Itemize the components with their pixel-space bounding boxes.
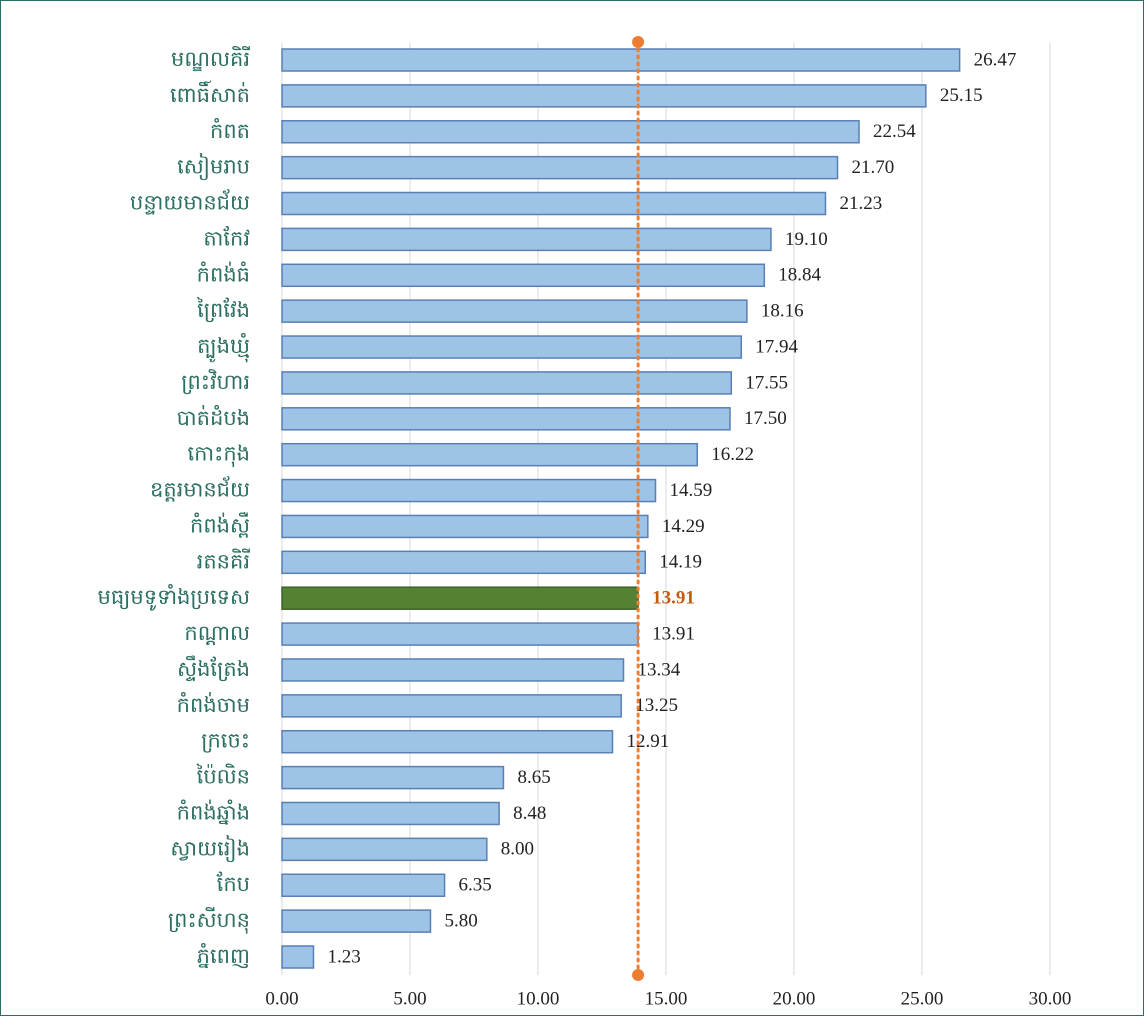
bar — [281, 622, 639, 646]
reference-marker — [632, 36, 645, 48]
category-label: ភ្នំពេញ — [197, 943, 250, 969]
bar — [281, 155, 839, 180]
category-label: កោះកុង — [187, 442, 250, 468]
bar — [281, 837, 488, 862]
value-label: 14.19 — [659, 552, 702, 573]
value-label: 13.91 — [652, 588, 695, 609]
bar — [281, 263, 766, 288]
category-label: ក្រចេះ — [201, 729, 250, 754]
category-label: រតនគិរី — [197, 548, 250, 573]
reference-marker — [632, 969, 645, 981]
value-label: 22.54 — [873, 121, 916, 142]
value-label: 21.23 — [839, 193, 882, 214]
value-label: 5.80 — [444, 910, 477, 931]
bar — [281, 227, 772, 252]
category-label: សៀមរាប — [177, 153, 250, 181]
category-label: បាត់ដំបង — [177, 405, 250, 430]
x-tick-label: 20.00 — [773, 988, 816, 1009]
category-label: ព្រៃវែង — [196, 297, 250, 323]
bar — [281, 335, 743, 359]
value-label: 25.15 — [940, 85, 983, 106]
category-label: មធ្យមទូទាំងប្រទេស — [98, 584, 250, 611]
bar — [281, 909, 432, 933]
category-label: ត្បូងឃ្មុំ — [197, 333, 250, 363]
value-label: 14.29 — [662, 516, 705, 537]
value-label: 1.23 — [327, 946, 360, 967]
category-label: ព្រះសីហនុ — [168, 907, 250, 934]
value-label: 12.91 — [626, 731, 669, 752]
bar — [281, 945, 315, 969]
category-label: កំពង់ឆ្នាំង — [177, 799, 250, 825]
category-label: ស្វាយរៀង — [170, 834, 250, 862]
value-label: 8.00 — [501, 839, 534, 860]
category-label: កំពត — [210, 118, 250, 143]
bar — [281, 765, 505, 790]
category-label: ប៉ៃលិន — [196, 764, 250, 789]
category-label: កំពង់ស្ពឺ — [190, 511, 250, 538]
category-label: តាកែវ — [203, 225, 250, 250]
x-tick-label: 5.00 — [393, 988, 426, 1009]
value-label: 13.34 — [638, 659, 681, 680]
value-label: 8.48 — [513, 803, 546, 824]
x-tick-label: 10.00 — [517, 988, 560, 1009]
value-label: 17.55 — [745, 372, 788, 393]
bar — [281, 514, 649, 539]
category-label: បន្ទាយមានជ័យ — [130, 189, 250, 216]
value-label: 6.35 — [459, 875, 492, 896]
x-tick-label: 15.00 — [645, 988, 688, 1009]
bar — [281, 299, 748, 323]
value-label: 8.65 — [517, 767, 550, 788]
category-label: កំពង់ចាម — [177, 692, 250, 717]
bar — [281, 658, 625, 682]
value-label: 16.22 — [711, 444, 754, 465]
bar — [281, 371, 733, 395]
bar — [281, 729, 614, 754]
value-label: 26.47 — [974, 49, 1017, 70]
bar — [281, 550, 647, 575]
value-label: 17.94 — [755, 336, 798, 357]
category-label: ព្រះវិហារ — [181, 369, 250, 395]
bar — [281, 442, 698, 467]
category-label: កណ្ដាល — [184, 621, 250, 646]
category-label: ពោធិ៍សាត់ — [170, 80, 250, 107]
bar — [281, 120, 860, 144]
x-tick-label: 25.00 — [901, 988, 944, 1009]
bar — [281, 407, 731, 431]
bar — [281, 191, 827, 216]
bar — [281, 478, 657, 503]
value-label: 14.59 — [670, 480, 713, 501]
bar — [281, 694, 622, 718]
category-label: ឧត្តរមានជ័យ — [150, 476, 250, 503]
value-label: 21.70 — [852, 157, 895, 178]
category-label: ស្ទឹងត្រែង — [177, 655, 250, 682]
x-tick-label: 30.00 — [1029, 988, 1072, 1009]
value-label: 18.16 — [761, 301, 804, 322]
value-label: 18.84 — [778, 265, 821, 286]
bar — [281, 801, 500, 826]
bar — [281, 84, 927, 108]
bar — [281, 586, 639, 610]
value-label: 19.10 — [785, 229, 828, 250]
category-label: កំពង់ធំ — [197, 261, 250, 286]
category-label: មណ្ឌលគិរី — [171, 46, 250, 72]
bar — [281, 48, 961, 72]
bar — [281, 873, 446, 897]
x-tick-label: 0.00 — [265, 988, 298, 1009]
value-label: 17.50 — [744, 408, 787, 429]
category-label: កែប — [217, 871, 250, 896]
value-label: 13.91 — [652, 623, 695, 644]
value-label: 13.25 — [635, 695, 678, 716]
